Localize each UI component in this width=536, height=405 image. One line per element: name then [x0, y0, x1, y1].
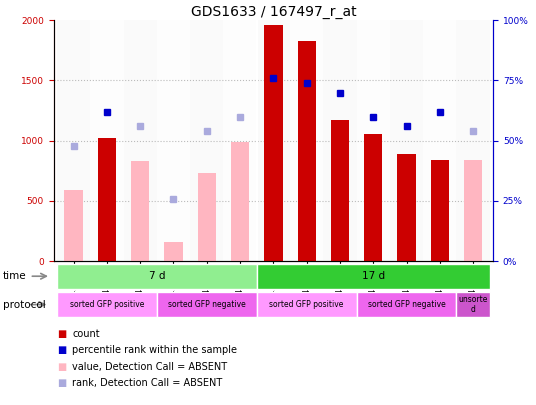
Text: sorted GFP negative: sorted GFP negative — [168, 300, 245, 309]
Bar — [90, 20, 123, 261]
Bar — [397, 154, 416, 261]
Bar — [431, 160, 449, 261]
Bar — [157, 292, 257, 318]
Bar — [131, 161, 150, 261]
Bar — [423, 20, 457, 261]
Bar — [297, 41, 316, 261]
Text: sorted GFP positive: sorted GFP positive — [270, 300, 344, 309]
Text: unsorte
d: unsorte d — [458, 295, 488, 314]
Text: rank, Detection Call = ABSENT: rank, Detection Call = ABSENT — [72, 378, 222, 388]
Text: protocol: protocol — [3, 300, 46, 309]
Bar — [57, 292, 157, 318]
Bar — [57, 20, 90, 261]
Bar — [264, 25, 282, 261]
Bar — [190, 20, 224, 261]
Bar — [290, 20, 323, 261]
Text: ■: ■ — [57, 329, 66, 339]
Bar — [98, 139, 116, 261]
Bar — [257, 264, 490, 289]
Text: 17 d: 17 d — [362, 271, 385, 281]
Text: sorted GFP negative: sorted GFP negative — [368, 300, 445, 309]
Bar — [64, 190, 83, 261]
Bar — [356, 292, 457, 318]
Text: count: count — [72, 329, 100, 339]
Bar — [257, 20, 290, 261]
Bar — [257, 292, 356, 318]
Bar — [57, 264, 257, 289]
Text: ■: ■ — [57, 345, 66, 355]
Bar — [457, 20, 490, 261]
Text: ■: ■ — [57, 378, 66, 388]
Bar — [331, 120, 349, 261]
Text: sorted GFP positive: sorted GFP positive — [70, 300, 144, 309]
Bar — [464, 160, 482, 261]
Bar — [364, 134, 382, 261]
Text: 7 d: 7 d — [148, 271, 165, 281]
Text: value, Detection Call = ABSENT: value, Detection Call = ABSENT — [72, 362, 227, 371]
Text: percentile rank within the sample: percentile rank within the sample — [72, 345, 237, 355]
Bar — [198, 173, 216, 261]
Bar — [390, 20, 423, 261]
Bar — [323, 20, 356, 261]
Title: GDS1633 / 167497_r_at: GDS1633 / 167497_r_at — [190, 5, 356, 19]
Bar — [165, 242, 183, 261]
Bar — [457, 292, 490, 318]
Text: ■: ■ — [57, 362, 66, 371]
Bar — [157, 20, 190, 261]
Bar — [123, 20, 157, 261]
Bar — [224, 20, 257, 261]
Bar — [356, 20, 390, 261]
Text: time: time — [3, 271, 26, 281]
Bar — [231, 142, 249, 261]
